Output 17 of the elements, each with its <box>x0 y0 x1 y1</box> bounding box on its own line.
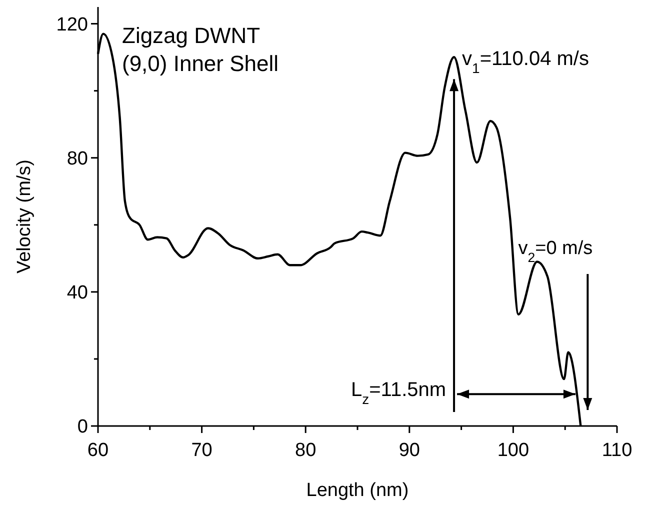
y-tick-label: 120 <box>56 14 88 36</box>
y-axis-title: Velocity (m/s) <box>14 159 35 274</box>
annotation: v$_{2}$=0 m/s <box>518 238 593 264</box>
x-tick-label: 70 <box>191 440 212 461</box>
y-tick-label: 40 <box>66 282 88 304</box>
x-tick-label: 60 <box>87 440 109 461</box>
y-tick-label: 80 <box>66 148 88 170</box>
x-tick-label: 80 <box>295 440 316 461</box>
text: Zigzag DWNT <box>122 23 260 48</box>
x-tick-label: 90 <box>398 440 420 461</box>
x-tick-label: 110 <box>602 440 632 461</box>
x-tick-label: 100 <box>497 440 530 461</box>
y-tick-label: 0 <box>77 416 88 438</box>
annotation: v$_{1}$=110.04 m/s <box>462 48 589 76</box>
x-axis-title: Length (nm) <box>306 480 409 501</box>
annotation: L$_{z}$=11.5nm <box>351 379 446 408</box>
text: (9,0) Inner Shell <box>122 51 279 76</box>
